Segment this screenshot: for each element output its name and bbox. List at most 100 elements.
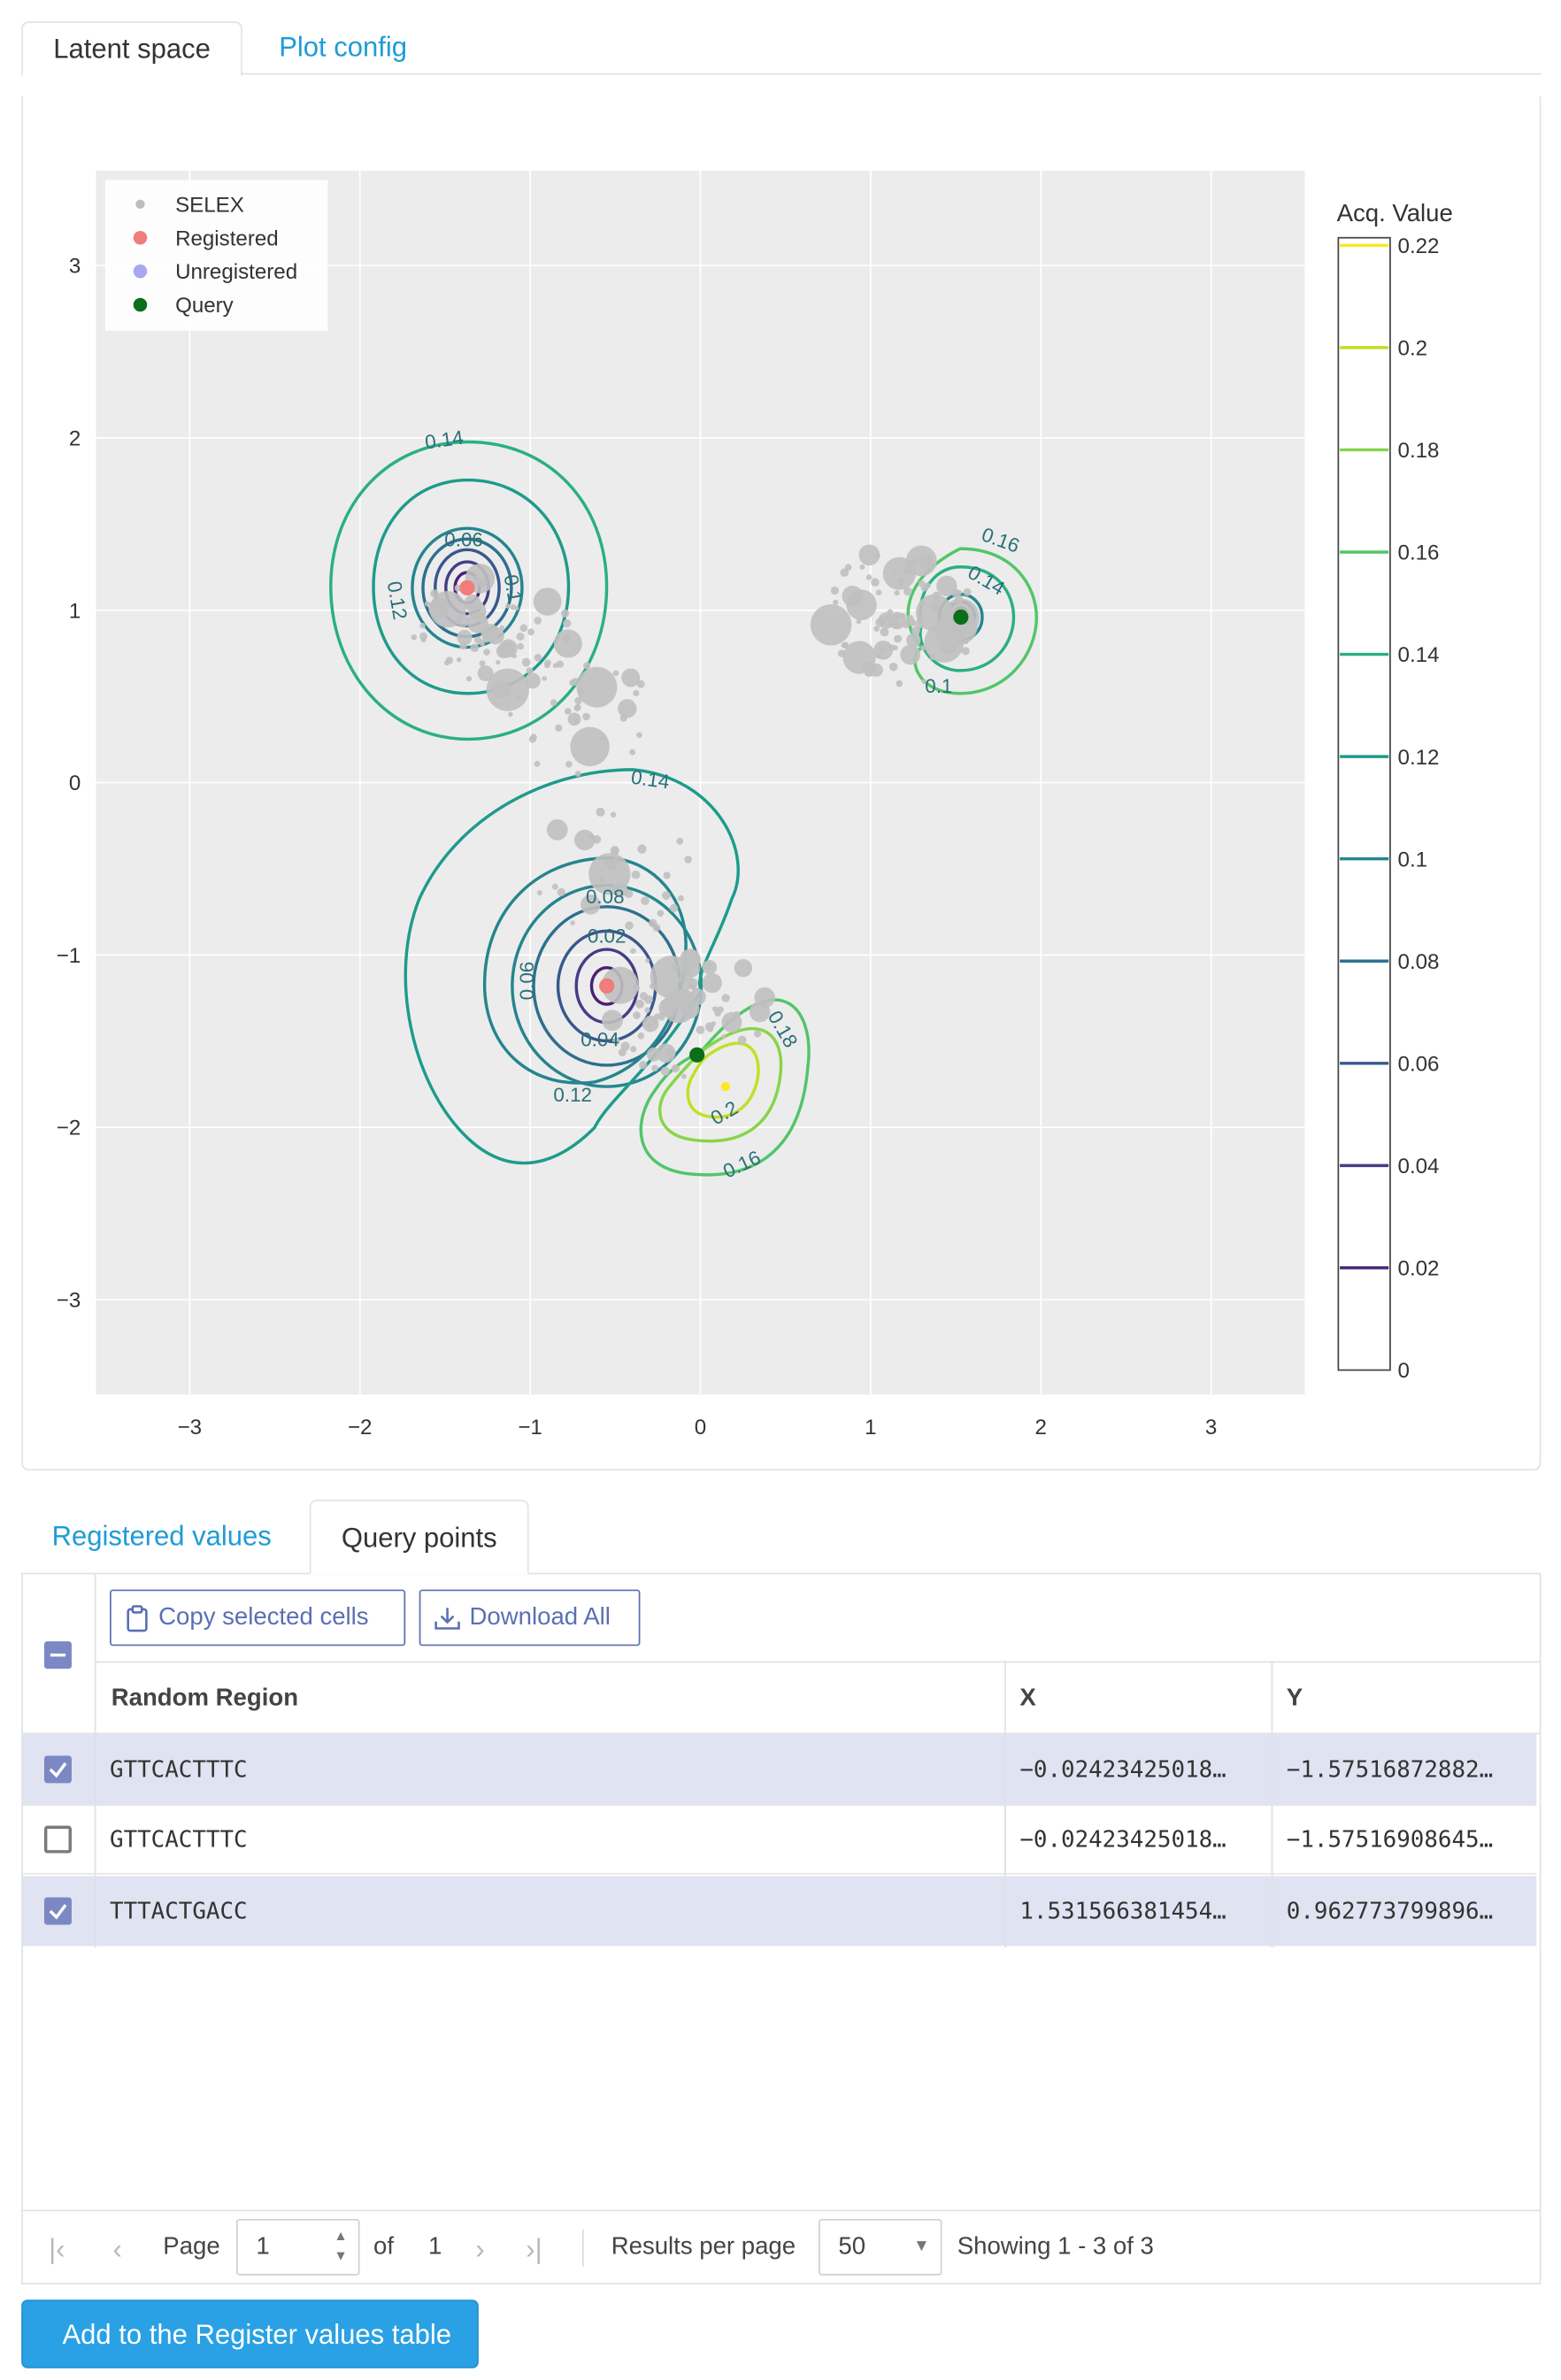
column-header-y[interactable]: Y xyxy=(1286,1685,1303,1712)
selex-point xyxy=(564,634,571,641)
grid-divider xyxy=(22,1732,1540,1735)
download-icon xyxy=(434,1607,460,1629)
selex-point xyxy=(429,590,466,628)
selex-point xyxy=(961,647,970,656)
selex-point xyxy=(702,960,718,975)
grid-divider xyxy=(94,1734,96,1948)
selex-point xyxy=(636,679,645,688)
y-tick-label: 1 xyxy=(69,599,81,623)
selex-point xyxy=(482,635,490,643)
tab-registered-values[interactable]: Registered values xyxy=(51,1521,272,1552)
selex-point xyxy=(956,589,963,596)
selex-point xyxy=(639,1061,648,1070)
selex-point xyxy=(483,649,490,656)
selex-point xyxy=(552,663,558,669)
selex-point xyxy=(856,618,862,625)
results-per-page-select[interactable]: 50 ▼ xyxy=(818,2218,942,2276)
selex-point xyxy=(473,579,481,587)
selex-point xyxy=(459,641,467,650)
checkmark-icon xyxy=(49,1904,67,1920)
selex-point xyxy=(505,603,511,609)
latent-space-plot[interactable]: 0.140.060.10.120.160.140.10.140.080.020.… xyxy=(0,0,1561,1478)
colorbar-tick-label: 0 xyxy=(1398,1359,1410,1383)
selex-point xyxy=(737,1035,747,1045)
next-page-icon[interactable]: › xyxy=(475,2234,485,2265)
selex-point xyxy=(533,587,562,616)
selex-point xyxy=(553,629,582,658)
contour-line xyxy=(404,768,740,1165)
selex-point xyxy=(524,672,541,689)
selex-point xyxy=(618,699,637,718)
previous-page-icon[interactable]: ‹ xyxy=(112,2234,122,2265)
cell-random-region[interactable]: GTTCACTTTC xyxy=(110,1825,248,1854)
total-pages: 1 xyxy=(428,2234,442,2261)
showing-count: Showing 1 - 3 of 3 xyxy=(957,2234,1154,2261)
tab-plot-config[interactable]: Plot config xyxy=(279,32,408,63)
selex-point xyxy=(858,544,880,566)
legend-label-registered[interactable]: Registered xyxy=(175,226,279,250)
table-row[interactable] xyxy=(22,1734,1537,1805)
page-stepper-icon[interactable]: ▲ ▼ xyxy=(334,2228,348,2263)
selex-point xyxy=(932,591,942,601)
selex-point xyxy=(868,672,873,677)
selex-point xyxy=(865,574,873,580)
x-tick-label: −2 xyxy=(348,1416,373,1440)
selex-point xyxy=(842,585,863,607)
legend-label-selex[interactable]: SELEX xyxy=(175,193,244,217)
add-to-register-button[interactable]: Add to the Register values table xyxy=(21,2299,479,2368)
cell-x[interactable]: −0.02423425018… xyxy=(1019,1825,1226,1854)
legend-label-query[interactable]: Query xyxy=(175,294,234,318)
selex-point xyxy=(526,667,534,675)
selex-point xyxy=(891,620,901,630)
x-axis-ticks: −3 −2 −1 0 1 2 3 xyxy=(178,1416,1218,1440)
legend-marker-selex xyxy=(135,199,145,209)
selex-point xyxy=(916,617,924,625)
selex-point xyxy=(636,732,642,739)
column-header-x[interactable]: X xyxy=(1019,1685,1036,1712)
selex-point xyxy=(633,689,640,697)
selex-point xyxy=(534,617,542,625)
selex-point xyxy=(911,626,921,635)
contour-line xyxy=(434,548,501,628)
page-number-input[interactable]: 1 ▲ ▼ xyxy=(235,2218,360,2276)
selex-point xyxy=(650,956,694,999)
selex-point xyxy=(669,964,679,973)
selex-point xyxy=(875,589,882,595)
cell-y[interactable]: −1.57516872882… xyxy=(1286,1755,1494,1784)
selex-point xyxy=(551,883,558,890)
selex-point xyxy=(556,660,564,668)
row-checkbox[interactable] xyxy=(43,1825,72,1854)
table-row[interactable] xyxy=(22,1876,1537,1946)
selex-point xyxy=(888,662,898,672)
selex-point xyxy=(625,921,634,931)
cell-x[interactable]: 1.531566381454… xyxy=(1019,1897,1226,1925)
cell-y[interactable]: −1.57516908645… xyxy=(1286,1825,1494,1854)
colorbar: Acq. Value 0.22 0.2 0.18 0.16 0.14 0.12 0.1 0.0… xyxy=(1337,199,1453,1383)
colorbar-tick-label: 0.22 xyxy=(1398,234,1440,258)
column-header-random-region[interactable]: Random Region xyxy=(111,1685,299,1712)
registered-point xyxy=(459,580,475,595)
first-page-icon[interactable]: |‹ xyxy=(49,2234,65,2265)
select-all-checkbox[interactable] xyxy=(43,1641,72,1670)
selex-point xyxy=(543,659,551,667)
colorbar-tick-label: 0.06 xyxy=(1398,1052,1440,1076)
row-checkbox[interactable] xyxy=(43,1897,72,1925)
tab-latent-space[interactable]: Latent space xyxy=(21,21,243,77)
table-row[interactable] xyxy=(22,1804,1537,1875)
download-all-button[interactable]: Download All xyxy=(419,1589,641,1647)
tab-query-points[interactable]: Query points xyxy=(309,1499,529,1575)
last-page-icon[interactable]: ›| xyxy=(526,2234,542,2265)
cell-y[interactable]: 0.962773799896… xyxy=(1286,1897,1494,1925)
copy-selected-cells-button[interactable]: Copy selected cells xyxy=(110,1589,406,1647)
cell-random-region[interactable]: GTTCACTTTC xyxy=(110,1755,248,1784)
cell-random-region[interactable]: TTTACTGACC xyxy=(110,1897,248,1925)
selex-point xyxy=(573,718,579,725)
row-checkbox[interactable] xyxy=(43,1755,72,1784)
selex-point xyxy=(711,1006,719,1012)
selex-point xyxy=(563,618,572,628)
selex-point xyxy=(479,660,486,667)
legend-label-unregistered[interactable]: Unregistered xyxy=(175,260,297,284)
cell-x[interactable]: −0.02423425018… xyxy=(1019,1755,1226,1784)
grid-divider xyxy=(96,1661,1540,1663)
selex-point xyxy=(496,660,501,665)
